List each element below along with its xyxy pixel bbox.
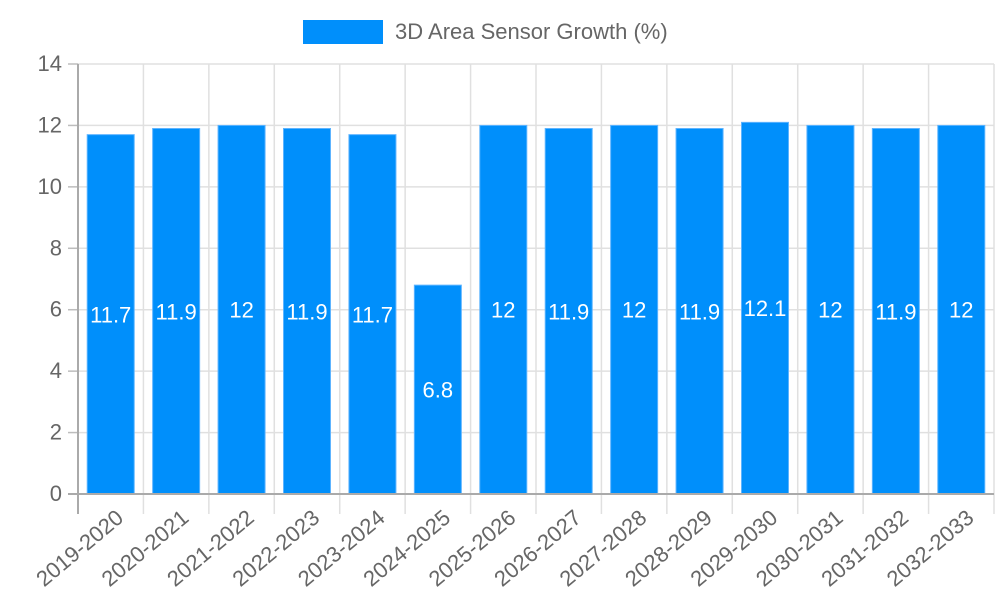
bar[interactable] xyxy=(675,128,724,495)
y-tick-label: 12 xyxy=(38,112,62,137)
bar-value-label: 11.9 xyxy=(875,299,916,324)
bar-value-label: 12 xyxy=(818,298,842,323)
bar[interactable] xyxy=(871,128,920,495)
y-tick-label: 4 xyxy=(50,358,62,383)
bar[interactable] xyxy=(610,124,659,495)
bar-value-label: 11.7 xyxy=(352,302,393,327)
chart-legend[interactable]: 3D Area Sensor Growth (%) xyxy=(303,19,668,45)
y-tick-label: 6 xyxy=(50,297,62,322)
bar[interactable] xyxy=(413,284,462,495)
bar[interactable] xyxy=(741,121,789,495)
bar[interactable] xyxy=(806,124,855,495)
y-tick-label: 10 xyxy=(38,174,62,199)
bar[interactable] xyxy=(479,124,528,495)
legend-label: 3D Area Sensor Growth (%) xyxy=(395,19,668,44)
bar[interactable] xyxy=(217,124,266,495)
y-axis: 0 2 4 6 8 10 12 14 xyxy=(38,51,79,514)
bar-value-label: 11.9 xyxy=(156,299,197,324)
y-tick-label: 8 xyxy=(50,235,62,260)
bar-value-label: 12 xyxy=(949,298,973,323)
bar-value-label: 12 xyxy=(229,298,253,323)
bar-value-label: 11.9 xyxy=(548,299,589,324)
bar[interactable] xyxy=(937,124,986,495)
bar-value-label: 6.8 xyxy=(423,378,454,403)
y-tick-label: 2 xyxy=(50,420,62,445)
bar-value-label: 11.9 xyxy=(286,299,327,324)
bar-value-label: 12 xyxy=(491,298,515,323)
y-tick-label: 14 xyxy=(38,51,62,76)
bar-value-label: 11.7 xyxy=(90,302,131,327)
legend-swatch xyxy=(303,20,383,44)
bar[interactable] xyxy=(544,128,593,495)
bar-series: 11.7 11.9 12 11.9 11.7 6.8 12 11.9 12 11.9 12.1 12 1… xyxy=(86,121,986,495)
bar-value-label: 12.1 xyxy=(744,296,787,321)
bar[interactable] xyxy=(348,134,397,495)
bar-value-label: 12 xyxy=(622,298,646,323)
bar[interactable] xyxy=(152,128,201,495)
grid-lines xyxy=(77,63,995,514)
bar[interactable] xyxy=(86,134,135,495)
y-tick-label: 0 xyxy=(50,481,62,506)
x-axis: 2019-20202020-20212021-20222022-20232023… xyxy=(31,493,994,591)
bar-value-label: 11.9 xyxy=(679,299,720,324)
